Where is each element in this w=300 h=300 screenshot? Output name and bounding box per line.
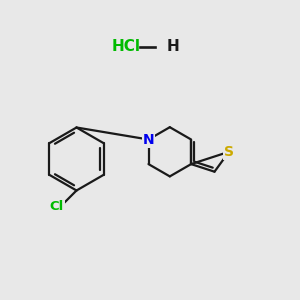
Text: H: H: [166, 39, 179, 54]
Text: N: N: [143, 133, 154, 146]
Text: HCl: HCl: [112, 39, 140, 54]
Text: Cl: Cl: [50, 200, 64, 214]
Text: S: S: [224, 145, 234, 159]
